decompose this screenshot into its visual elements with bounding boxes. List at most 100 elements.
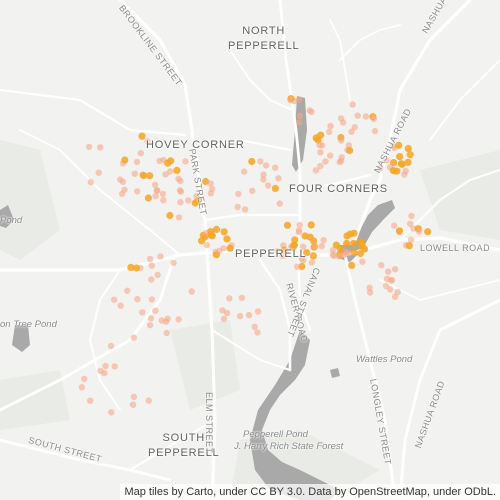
incident-dot	[366, 284, 373, 291]
incident-dot	[145, 397, 152, 404]
incident-dot	[404, 158, 412, 166]
incident-dot	[162, 171, 169, 178]
incident-dot	[343, 239, 351, 247]
incident-dot	[166, 211, 174, 220]
incident-dot	[296, 221, 303, 229]
road-label-lowell-road: LOWELL ROAD	[420, 243, 491, 253]
incident-dot	[359, 258, 366, 265]
incident-dot	[207, 231, 215, 239]
incident-dot	[291, 236, 299, 244]
incident-dot	[271, 184, 279, 192]
incident-dot	[390, 159, 398, 167]
incident-dot	[366, 289, 374, 296]
incident-dot	[260, 176, 267, 183]
incident-dot	[407, 220, 414, 227]
incident-dot	[322, 158, 329, 165]
place-label-four-corners: FOUR CORNERS	[289, 183, 388, 195]
incident-dot	[404, 145, 412, 153]
incident-dot	[335, 253, 343, 260]
incident-dot	[139, 171, 148, 180]
incident-dot	[134, 188, 141, 195]
incident-dot	[401, 171, 408, 178]
incident-dot	[188, 288, 195, 295]
south-pepperell-line2: PEPPERELL	[148, 447, 220, 459]
incident-dots	[78, 95, 432, 416]
incident-dot	[406, 151, 414, 159]
incident-dot	[81, 375, 88, 383]
incident-dot	[238, 294, 246, 301]
incident-dot	[167, 168, 174, 175]
water-label-tree-pond: on Tree Pond	[0, 319, 57, 330]
incident-dot	[177, 177, 184, 185]
incident-dot	[398, 160, 406, 168]
incident-dot	[175, 316, 182, 323]
incident-dot	[257, 158, 264, 165]
incident-dot	[220, 315, 228, 323]
incident-dot	[177, 199, 184, 206]
incident-dot	[391, 266, 399, 273]
incident-dot	[216, 247, 223, 254]
incident-dot	[296, 119, 303, 126]
incident-dot	[346, 146, 354, 155]
incident-dot	[146, 321, 154, 329]
incident-dot	[405, 242, 413, 250]
incident-dot	[295, 227, 303, 234]
incident-dot	[327, 122, 334, 130]
incident-dot	[308, 259, 316, 266]
place-label-pepperell: PEPPERELL	[235, 248, 307, 260]
incident-dot	[317, 162, 324, 170]
incident-dot	[370, 115, 377, 123]
water-label-wattles-pond: Wattles Pond	[356, 354, 413, 365]
incident-dot	[317, 149, 324, 156]
incident-dot	[295, 96, 303, 103]
incident-dot	[152, 307, 159, 314]
incident-dot	[248, 157, 256, 166]
incident-dot	[220, 228, 228, 236]
incident-dot	[167, 157, 175, 165]
incident-dot	[130, 393, 138, 400]
incident-dot	[408, 212, 415, 220]
incident-dot	[303, 249, 311, 257]
incident-dot	[350, 248, 358, 256]
incident-dot	[346, 230, 354, 238]
incident-dot	[287, 96, 294, 104]
water-label-pond: Pond	[0, 215, 23, 226]
incident-dot	[362, 113, 370, 120]
incident-dot	[395, 227, 404, 235]
incident-dot	[156, 157, 163, 165]
incident-dot	[137, 149, 145, 157]
incident-dot	[410, 225, 417, 232]
incident-dot	[388, 277, 396, 284]
incident-dot	[326, 128, 333, 136]
incident-dot	[175, 214, 183, 221]
incident-dot	[274, 248, 281, 255]
incident-dot	[294, 263, 301, 270]
incident-dot	[348, 128, 355, 135]
incident-dot	[407, 236, 415, 244]
incident-dot	[235, 190, 242, 198]
incident-dot	[130, 334, 137, 341]
incident-dot	[226, 244, 234, 252]
incident-dot	[202, 177, 210, 186]
incident-dot	[320, 237, 327, 244]
incident-dot	[236, 312, 244, 320]
incident-dot	[340, 251, 348, 259]
incident-dot	[318, 243, 325, 250]
incident-dot	[383, 275, 391, 282]
incident-dot	[280, 246, 288, 254]
incident-dot	[350, 239, 358, 247]
incident-dot	[391, 293, 399, 300]
road-label-elm-street: ELM STREET	[204, 392, 214, 454]
incident-dot	[383, 157, 390, 164]
north-pepperell-line2: PEPPERELL	[228, 40, 300, 52]
incident-dot	[275, 175, 282, 182]
incident-dot	[311, 242, 319, 249]
incident-dot	[309, 252, 317, 260]
incident-dot	[317, 131, 325, 139]
place-label-south-pepperell: SOUTH PEPPERELL	[148, 431, 219, 461]
incident-dot	[182, 158, 189, 165]
incident-dot	[138, 132, 146, 140]
incident-dot	[87, 179, 95, 186]
